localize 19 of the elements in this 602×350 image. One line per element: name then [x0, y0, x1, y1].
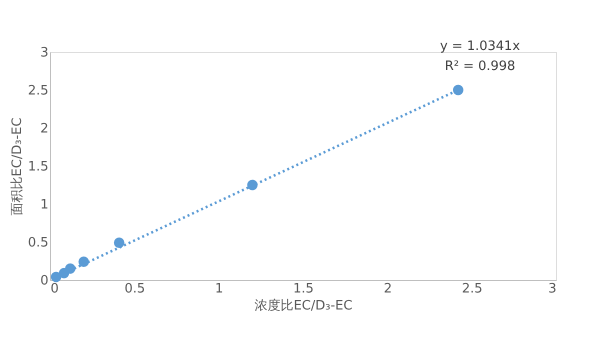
x-tick-label: 0: [50, 282, 59, 296]
annotation: y = 1.0341x: [440, 39, 520, 54]
x-tick-label: 2.5: [462, 282, 483, 296]
x-tick-label: 1: [215, 282, 224, 296]
y-tick-label: 3: [40, 46, 48, 60]
y-tick-label: 1.5: [28, 160, 48, 174]
x-tick-label: 2: [384, 282, 392, 296]
y-tick-label: 2.5: [28, 84, 48, 98]
point: [114, 238, 124, 248]
x-axis-title: 浓度比EC/D₃-EC: [254, 298, 352, 314]
x-tick-label: 0.5: [124, 282, 146, 296]
y-axis-title: 面积比EC/D₃-EC: [10, 118, 25, 216]
annotation: R² = 0.998: [444, 59, 516, 74]
y-tick-label: 1: [40, 198, 48, 212]
point: [452, 84, 464, 96]
x-tick-label: 1.5: [293, 282, 314, 296]
y-tick-label: 0.5: [28, 236, 48, 250]
y-tick-label: 2: [40, 122, 48, 136]
x-tick-label: 3: [548, 282, 556, 296]
